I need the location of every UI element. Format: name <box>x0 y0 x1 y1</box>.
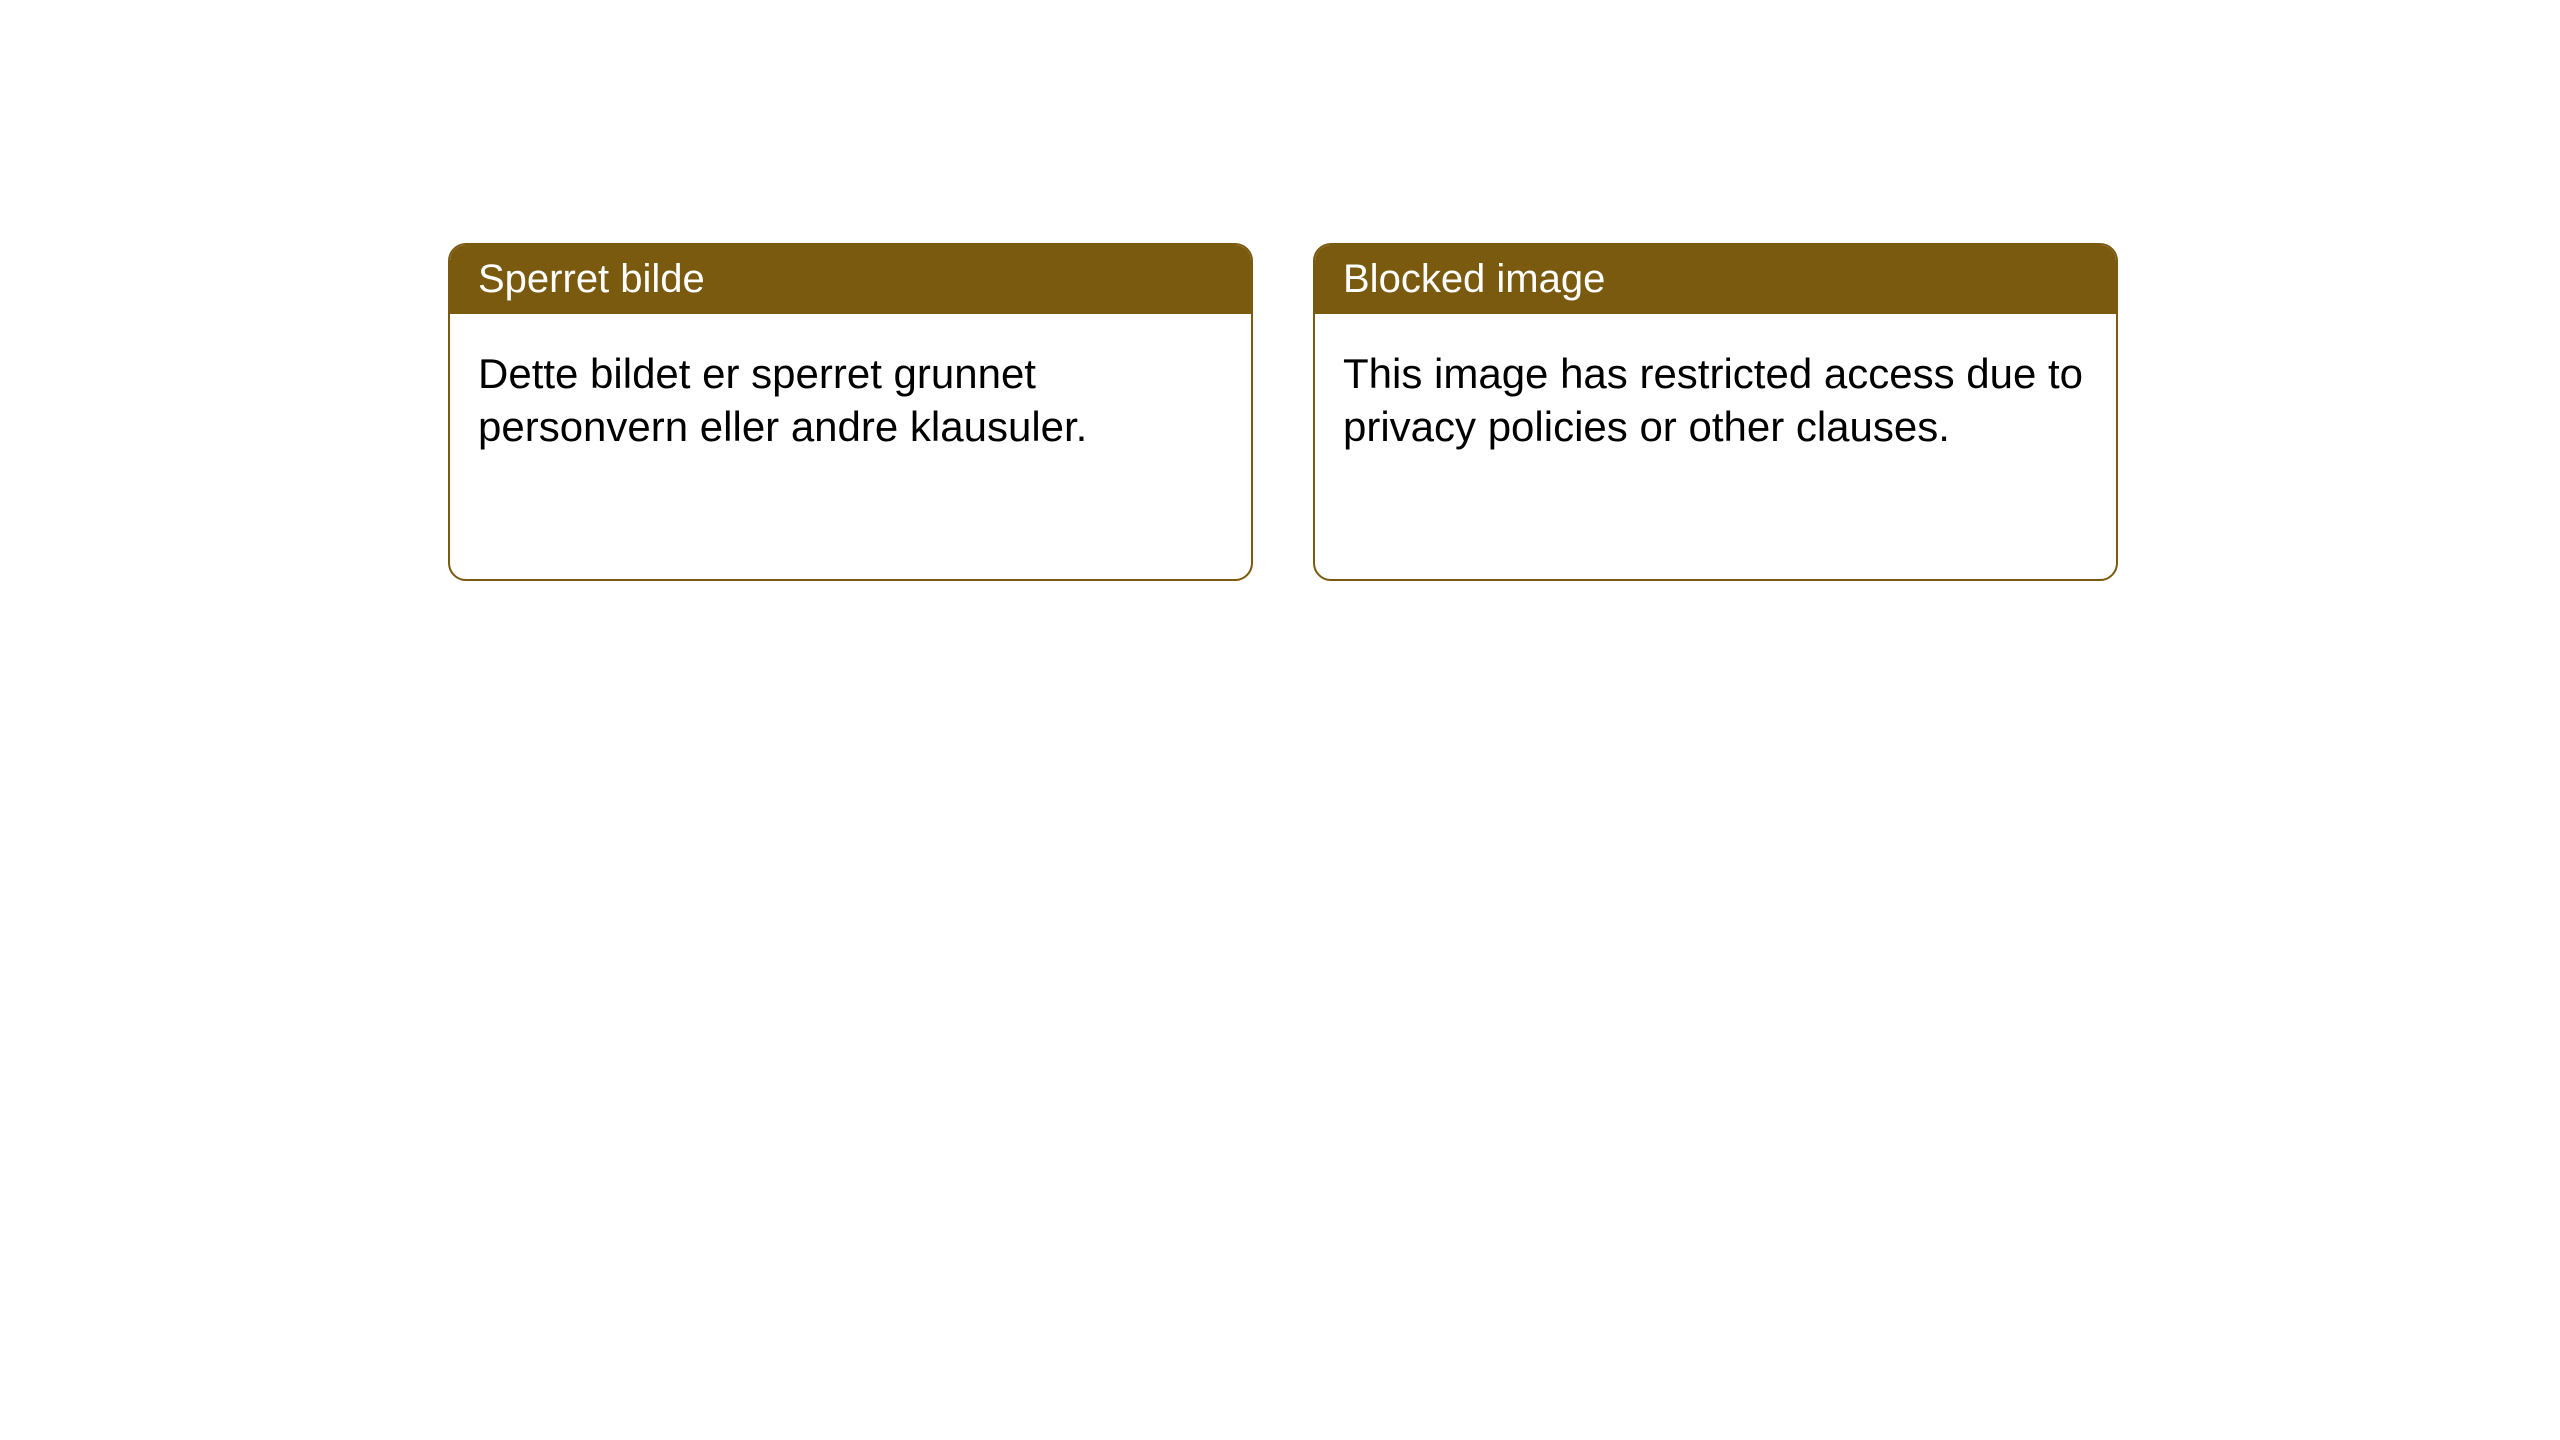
panels-container: Sperret bilde Dette bildet er sperret gr… <box>448 243 2118 581</box>
panel-header-no: Sperret bilde <box>450 245 1251 314</box>
blocked-image-panel-en: Blocked image This image has restricted … <box>1313 243 2118 581</box>
panel-body-no: Dette bildet er sperret grunnet personve… <box>450 314 1251 487</box>
panel-header-en: Blocked image <box>1315 245 2116 314</box>
panel-body-en: This image has restricted access due to … <box>1315 314 2116 487</box>
blocked-image-panel-no: Sperret bilde Dette bildet er sperret gr… <box>448 243 1253 581</box>
